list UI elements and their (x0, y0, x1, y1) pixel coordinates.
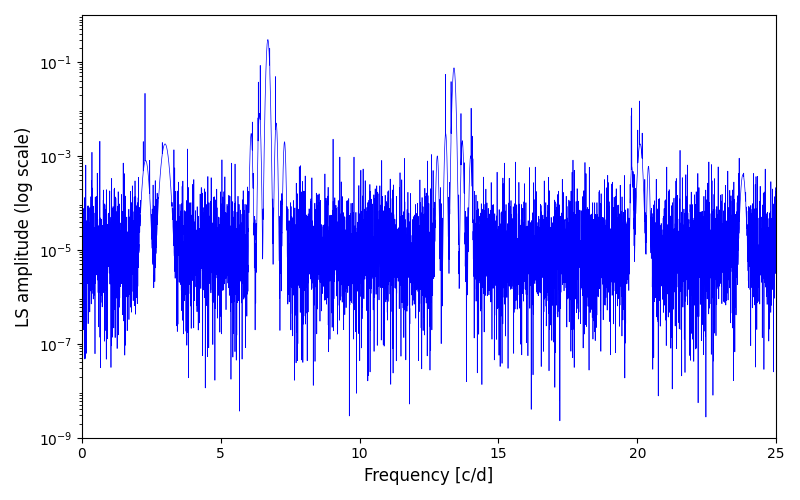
X-axis label: Frequency [c/d]: Frequency [c/d] (364, 467, 494, 485)
Y-axis label: LS amplitude (log scale): LS amplitude (log scale) (15, 126, 33, 326)
